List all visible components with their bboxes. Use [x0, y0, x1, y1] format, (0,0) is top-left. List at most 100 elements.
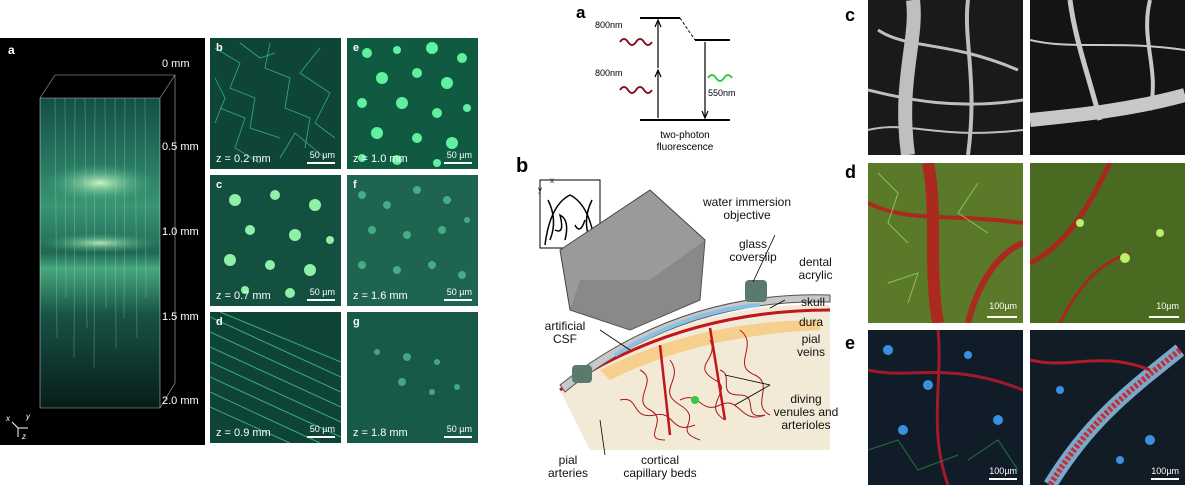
neuron-texture	[210, 175, 341, 306]
multicolor-texture	[868, 330, 1023, 485]
skull-label: skull	[800, 295, 825, 309]
scale-bar	[1151, 478, 1179, 480]
excitation-label: 800nm	[595, 68, 623, 78]
label-line: arteries	[547, 466, 588, 480]
vessel-neuron-texture	[868, 163, 1023, 323]
coverslip-label: glass coverslip	[718, 238, 788, 264]
depth-value: z = 0.7 mm	[216, 290, 271, 302]
axis-x-label: x	[550, 176, 554, 185]
panel-label-d: d	[216, 316, 223, 328]
panel-label-e: e	[353, 42, 360, 54]
depth-label: 0 mm	[162, 58, 190, 70]
label-line: objective	[723, 208, 771, 222]
scale-bar-label: 50 µm	[309, 287, 335, 297]
vasculature-image	[1030, 0, 1185, 155]
vessel-neuron-image: 10µm	[1030, 163, 1185, 323]
micrograph-f: f z = 1.6 mm 50 µm	[347, 175, 478, 306]
vessel-neuron-image: 100µm	[868, 163, 1023, 323]
neuron-texture	[347, 175, 478, 306]
depth-value: z = 0.9 mm	[216, 427, 271, 439]
scale-bar-label: 50 µm	[446, 287, 472, 297]
panel-label-e-right: e	[845, 333, 856, 353]
csf-label: artificial CSF	[530, 320, 600, 346]
label-line: acrylic	[798, 268, 833, 282]
label-line: water immersion	[702, 195, 792, 209]
objective-label: water immersion objective	[692, 196, 802, 222]
panel-label-c: c	[216, 179, 223, 191]
panel-label-g: g	[353, 316, 360, 328]
panel-label-f: f	[353, 179, 357, 191]
dendrite-texture	[210, 38, 341, 169]
micrograph-g: g z = 1.8 mm 50 µm	[347, 312, 478, 443]
depth-value: z = 0.2 mm	[216, 153, 271, 165]
acrylic-label: dental acrylic	[788, 256, 843, 282]
depth-value: z = 1.8 mm	[353, 427, 408, 439]
diving-vessels-label: diving venules and arterioles	[766, 393, 846, 432]
depth-value: z = 1.6 mm	[353, 290, 408, 302]
micrograph-e: e z = 1.0 mm 50 µm	[347, 38, 478, 169]
capillary-beds-label: cortical capillary beds	[610, 454, 710, 480]
label-line: coverslip	[729, 250, 777, 264]
scale-bar-label: 10µm	[1156, 301, 1179, 311]
label-line: artificial	[544, 319, 586, 333]
panel-label-c-right: c	[845, 5, 856, 25]
label-line: dental	[799, 255, 832, 269]
excitation-label: 800nm	[595, 20, 623, 30]
depth-label: 1.5 mm	[162, 311, 199, 323]
pial-veins-label: pial veins	[786, 333, 836, 359]
scale-bar-label: 100µm	[989, 466, 1017, 476]
emission-label: 550nm	[708, 88, 736, 98]
scale-bar	[444, 162, 472, 164]
scale-bar-label: 50 µm	[446, 150, 472, 160]
micrograph-b: b z = 0.2 mm 50 µm	[210, 38, 341, 169]
scale-bar	[1149, 316, 1179, 318]
axis-y-label: y	[26, 412, 30, 421]
multicolor-texture	[1030, 330, 1185, 485]
label-line: arterioles	[781, 418, 831, 432]
fiber-texture	[210, 312, 341, 443]
label-line: veins	[796, 345, 825, 359]
caption-line: fluorescence	[657, 142, 714, 150]
label-line: glass	[738, 237, 767, 251]
volume-panel: a 0 mm 0.5 mm 1.0 mm 1.5 mm 2.0 mm x y z	[0, 38, 205, 445]
vessel-texture	[868, 0, 1023, 155]
vasculature-image	[868, 0, 1023, 155]
scale-bar	[987, 316, 1017, 318]
scale-bar	[989, 478, 1017, 480]
scale-bar	[307, 299, 335, 301]
panel-label-energy: a	[576, 3, 586, 22]
caption-line: two-photon	[660, 130, 709, 141]
panel-label-d-right: d	[845, 162, 856, 182]
scale-bar-label: 100µm	[989, 301, 1017, 311]
jablonski-diagram: 800nm 800nm 550nm two-photon fluorescenc…	[595, 17, 736, 150]
depth-label: 0.5 mm	[162, 141, 199, 153]
depth-label: 2.0 mm	[162, 395, 199, 407]
neuron-texture	[347, 312, 478, 443]
panel-label-a: a	[8, 43, 15, 57]
multicolor-image: 100µm	[1030, 330, 1185, 485]
scale-bar-label: 100µm	[1151, 466, 1179, 476]
label-line: capillary beds	[623, 466, 697, 480]
volume-rendering	[11, 74, 176, 437]
scale-bar-label: 50 µm	[446, 424, 472, 434]
vessel-texture	[1030, 0, 1185, 155]
label-line: pial	[801, 332, 821, 346]
pial-arteries-label: pial arteries	[538, 454, 598, 480]
scale-bar	[444, 299, 472, 301]
depth-label: 1.0 mm	[162, 226, 199, 238]
micrograph-c: c z = 0.7 mm 50 µm	[210, 175, 341, 306]
label-line: pial	[558, 453, 578, 467]
dura-label: dura	[798, 315, 824, 329]
panel-label-schematic: b	[516, 155, 529, 177]
depth-value: z = 1.0 mm	[353, 153, 408, 165]
multicolor-image: 100µm	[868, 330, 1023, 485]
axis-y-label: y	[538, 185, 542, 194]
label-line: venules and	[773, 405, 839, 419]
axis-z-label: z	[22, 432, 26, 441]
panel-label-b: b	[216, 42, 223, 54]
scale-bar-label: 50 µm	[309, 150, 335, 160]
neuron-texture	[347, 38, 478, 169]
label-line: diving	[790, 392, 822, 406]
label-line: CSF	[553, 332, 577, 346]
scale-bar	[307, 436, 335, 438]
